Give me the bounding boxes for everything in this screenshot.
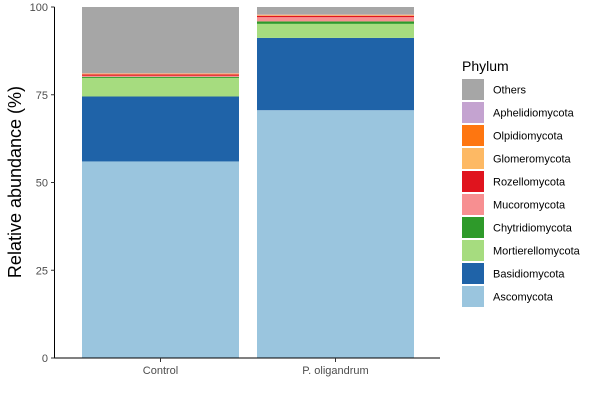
y-tick-label: 25 [36,265,48,277]
legend-swatch-mucoromycota [462,194,484,215]
legend-swatch-basidiomycota [462,263,484,284]
legend-swatch-ascomycota [462,286,484,307]
bar-segment-p-oligandrum-rozellomycota [257,15,414,18]
y-tick-label: 50 [36,178,48,190]
bar-segment-control-chytridiomycota [82,76,239,78]
legend-swatch-chytridiomycota [462,217,484,238]
legend-label-glomeromycota: Glomeromycota [493,154,572,166]
legend-swatch-glomeromycota [462,148,484,169]
bar-segment-control-mortierellomycota [82,77,239,97]
y-axis-title: Relative abundance (%) [5,86,25,278]
legend-label-mucoromycota: Mucoromycota [493,200,566,212]
legend-label-chytridiomycota: Chytridiomycota [493,223,573,235]
legend-label-mortierellomycota: Mortierellomycota [493,246,581,258]
bar-segment-control-glomeromycota [82,73,239,75]
legend-label-rozellomycota: Rozellomycota [493,177,566,189]
bar-segment-p-oligandrum-mortierellomycota [257,23,414,38]
x-ticks: Control P. oligandrum [143,358,369,377]
bar-segment-control-rozellomycota [82,74,239,76]
legend-label-aphelidiomycota: Aphelidiomycota [493,108,575,120]
legend-label-ascomycota: Ascomycota [493,292,554,304]
bar-segment-control-mucoromycota [82,75,239,77]
bar-segment-p-oligandrum-ascomycota [257,110,414,358]
legend: Others Aphelidiomycota Olpidiomycota Glomer… [462,79,581,307]
legend-label-others: Others [493,85,527,97]
y-ticks: 0 25 50 75 100 [30,2,55,365]
legend-label-basidiomycota: Basidiomycota [493,269,565,281]
bar-segment-control-basidiomycota [82,96,239,162]
x-tick-label: Control [143,365,178,377]
y-tick-label: 100 [30,2,48,14]
y-tick-label: 75 [36,90,48,102]
bar-segment-p-oligandrum-chytridiomycota [257,21,414,24]
legend-swatch-others [462,79,484,100]
y-tick-label: 0 [42,353,48,365]
legend-swatch-olpidiomycota [462,125,484,146]
legend-title: Phylum [462,58,509,74]
bar-segment-p-oligandrum-others [257,7,414,15]
x-tick-label: P. oligandrum [302,365,368,377]
bar-segment-control-others [82,7,239,73]
bar-segment-p-oligandrum-mucoromycota [257,17,414,22]
bar-segment-p-oligandrum-glomeromycota [257,15,414,16]
bar-segment-control-ascomycota [82,161,239,358]
bar-segment-p-oligandrum-basidiomycota [257,37,414,111]
legend-swatch-aphelidiomycota [462,102,484,123]
legend-swatch-mortierellomycota [462,240,484,261]
legend-swatch-rozellomycota [462,171,484,192]
legend-label-olpidiomycota: Olpidiomycota [493,131,564,143]
bars-group [82,7,414,358]
